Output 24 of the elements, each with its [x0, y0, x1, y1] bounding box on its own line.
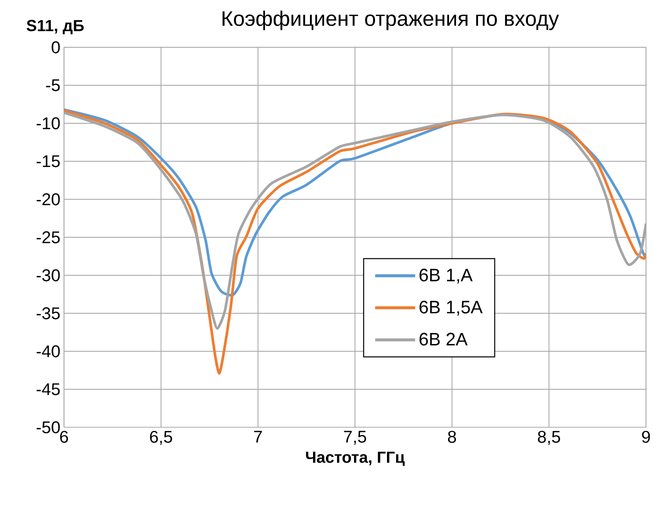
y-tick-label: -20 — [36, 193, 60, 206]
y-tick-label: -40 — [36, 345, 60, 358]
y-tick-label: -35 — [36, 307, 60, 320]
y-tick-label: -5 — [46, 79, 60, 92]
legend-label: 6В 2А — [420, 332, 468, 346]
x-tick-label: 8,5 — [538, 430, 560, 445]
y-tick-label: -45 — [36, 383, 60, 396]
y-tick-label: -25 — [36, 231, 60, 244]
x-axis-title: Частота, ГГц — [306, 452, 405, 466]
y-axis-title: S11, дБ — [26, 20, 84, 34]
y-tick-label: -15 — [36, 155, 60, 168]
y-tick-label: -30 — [36, 269, 60, 282]
y-tick-label: -10 — [36, 117, 60, 130]
y-tick-label: -50 — [36, 421, 60, 434]
chart-title: Коэффициент отражения по входу — [222, 10, 559, 30]
y-tick-label: 0 — [52, 41, 60, 54]
x-tick-label: 8 — [448, 430, 456, 443]
x-tick-label: 7 — [254, 430, 262, 443]
x-tick-label: 7,5 — [344, 430, 366, 445]
x-tick-label: 6 — [60, 430, 68, 443]
legend-label: 6В 1,5А — [420, 300, 483, 316]
legend-label: 6В 1,А — [420, 268, 473, 284]
x-tick-label: 9 — [642, 430, 650, 443]
x-tick-label: 6,5 — [150, 430, 172, 445]
